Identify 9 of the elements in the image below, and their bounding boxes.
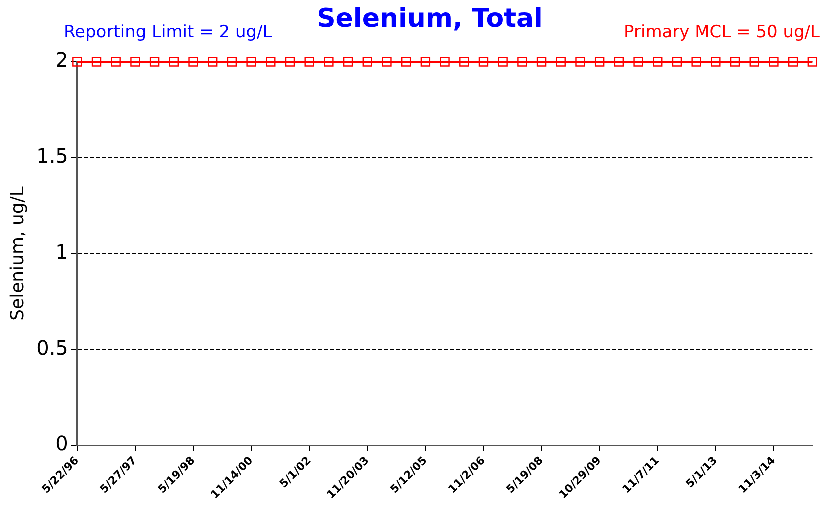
y-tick-label: 0.5 — [36, 336, 68, 360]
y-axis-title: Selenium, ug/L — [7, 186, 28, 321]
text: Primary MCL = 50 ug/L — [624, 22, 821, 42]
chart-title: Selenium, Total — [317, 4, 543, 34]
y-tick-label: 1 — [56, 240, 68, 264]
y-tick-label: 1.5 — [36, 144, 68, 168]
y-tick-label: 0 — [56, 432, 68, 456]
y-tick-label: 2 — [56, 48, 68, 72]
text: Reporting Limit = 2 ug/L — [64, 22, 273, 42]
